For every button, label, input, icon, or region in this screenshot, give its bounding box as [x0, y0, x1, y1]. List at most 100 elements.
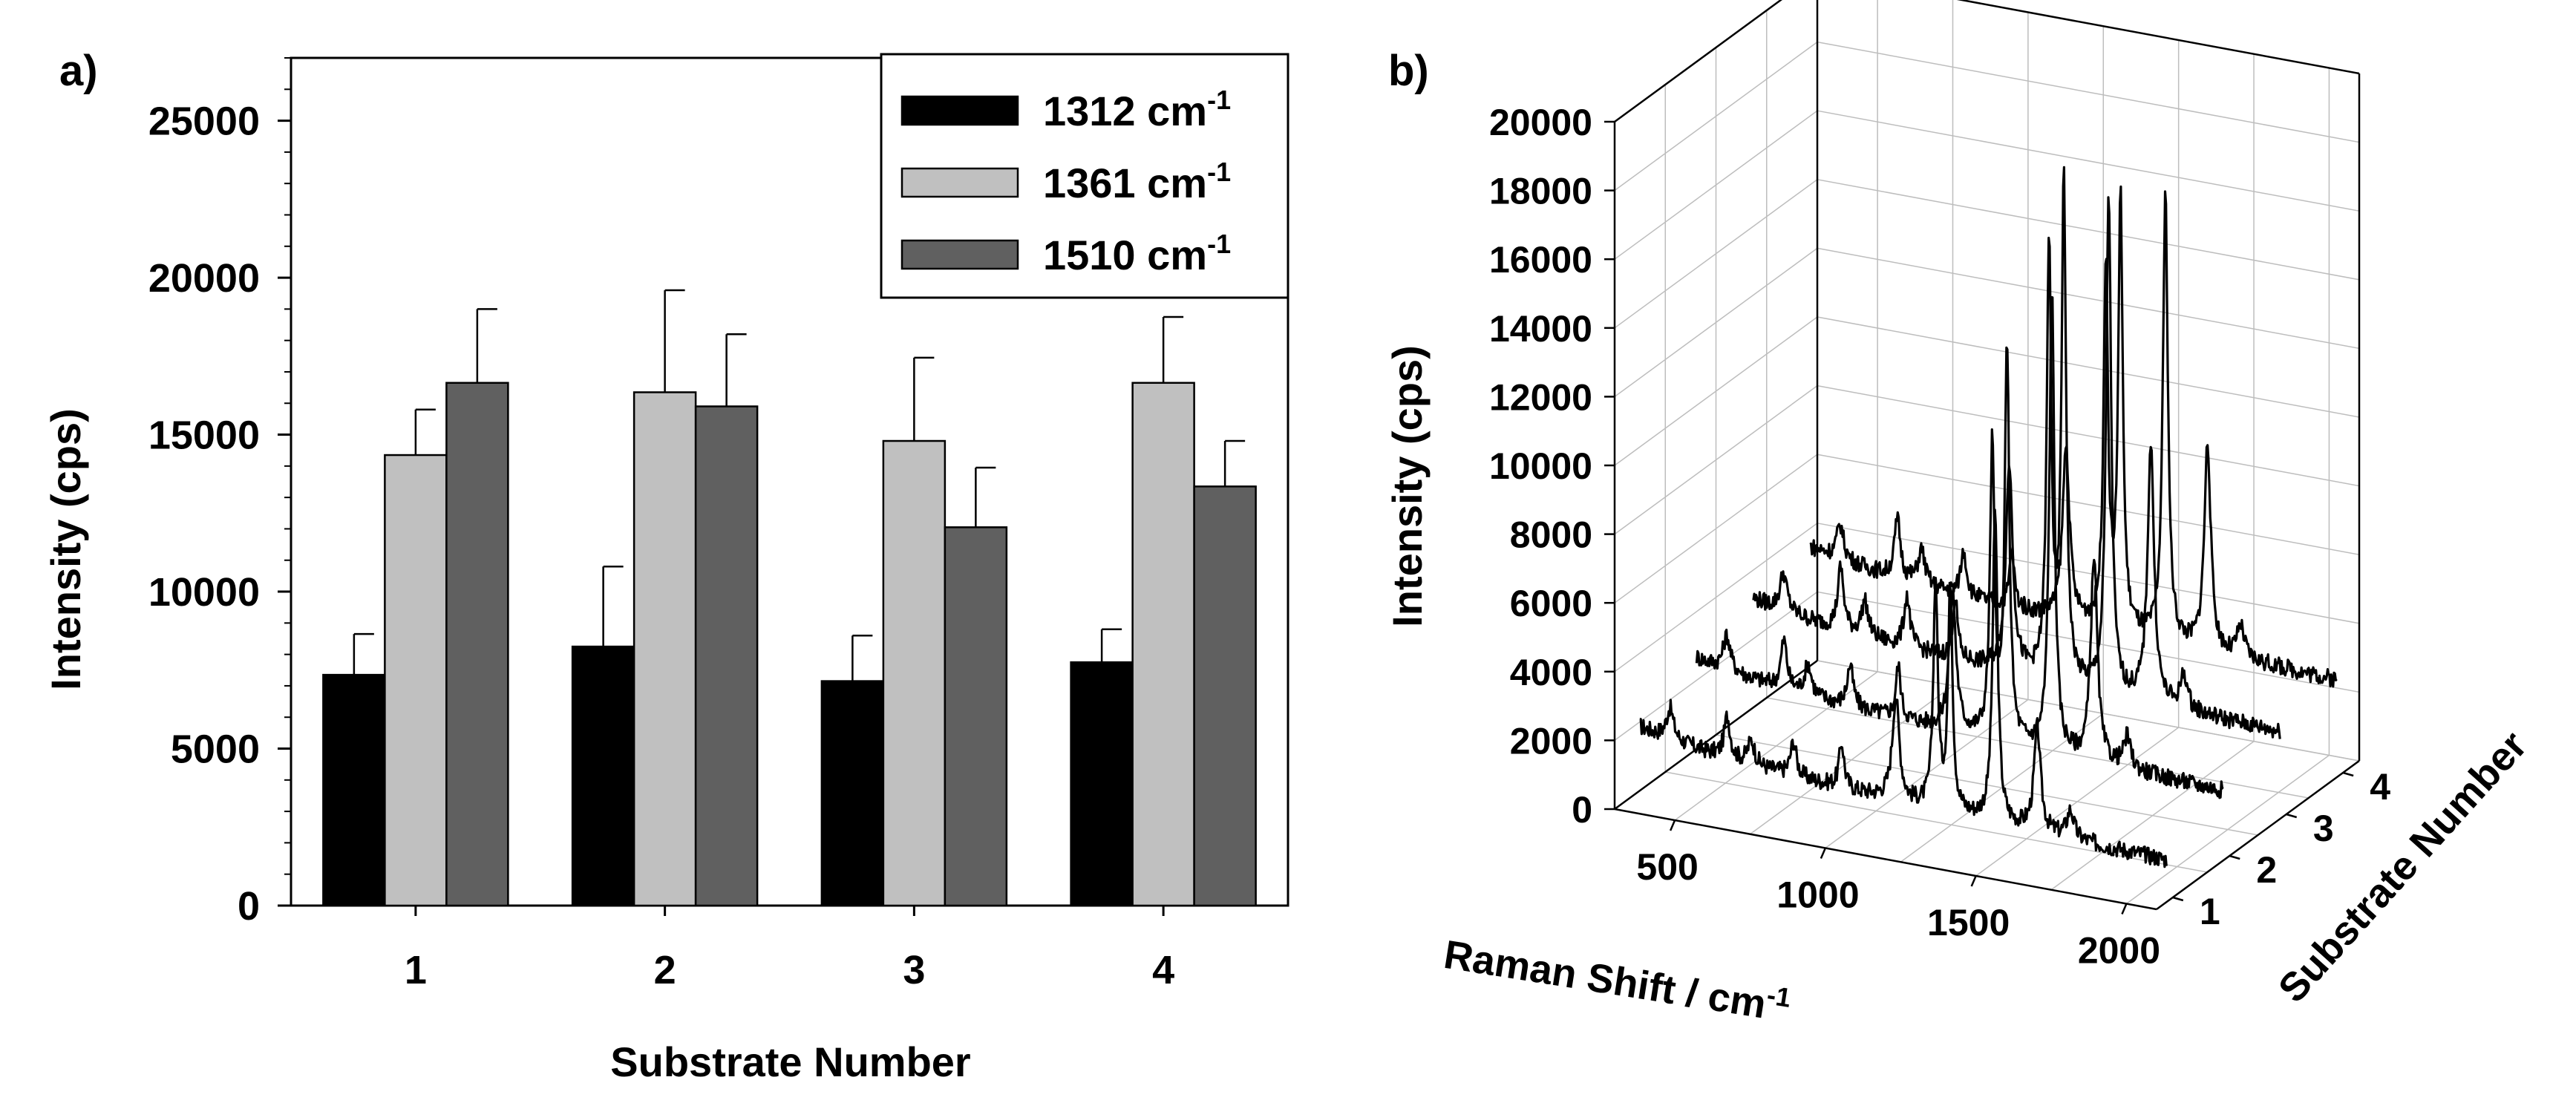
panel-a-x-axis-label: Substrate Number [610, 1038, 970, 1085]
y-tick-label: 0 [238, 884, 260, 929]
y-tick-label: 10000 [148, 570, 260, 615]
x-tick [2121, 903, 2128, 914]
x-tick-label: 1 [405, 948, 427, 992]
spectrum-line-substrate-3 [1752, 166, 2281, 739]
legend-swatch [900, 167, 1019, 198]
y-tick-label: 0 [1572, 789, 1592, 831]
z-tick [2286, 813, 2298, 819]
box-edge [1956, 0, 2360, 75]
box-edge [1614, 808, 2157, 911]
z-tick [2172, 896, 2184, 902]
y-tick-label: 20000 [1489, 102, 1592, 143]
grid-line-back [1817, 385, 2360, 487]
grid-line-floor-depth [1665, 771, 2208, 873]
grid-line-back [1817, 41, 2360, 143]
legend-label-sup: -1 [1207, 85, 1231, 115]
y-tick-label: 2000 [1510, 720, 1592, 762]
panel-b-3d-grid [1613, 0, 2361, 911]
y-tick-label: 14000 [1489, 308, 1592, 350]
legend-label: 1312 cm-1 [1043, 85, 1231, 134]
x-tick-label: 1000 [1776, 874, 1859, 916]
box-edge [1614, 0, 1782, 123]
legend-label-text: 1361 cm [1043, 160, 1207, 206]
x-tick-label: 2 [654, 948, 676, 992]
panel-b-x-axis-label-sup: -1 [1765, 979, 1793, 1013]
grid-line-back [1817, 110, 2360, 212]
panel-a-x-axis-ticks: 1 2 3 4 [405, 906, 1174, 992]
panel-a-bars [322, 289, 1257, 907]
panel-a-y-axis-label: Intensity (cps) [42, 408, 89, 690]
x-tick [1669, 819, 1676, 831]
y-tick-label: 12000 [1489, 376, 1592, 418]
y-tick-label: 18000 [1489, 171, 1592, 212]
z-tick-label: 1 [2200, 891, 2220, 932]
y-tick-label: 15000 [148, 413, 260, 458]
box-edge [1614, 659, 1818, 811]
z-tick-label: 2 [2256, 849, 2277, 891]
x-tick-label: 4 [1152, 948, 1174, 992]
z-tick-label: 4 [2370, 766, 2390, 808]
spectrum-line-substrate-4 [1809, 185, 2338, 688]
panel-b-spectra [1639, 166, 2338, 868]
grid-line-floor-depth [1817, 660, 2360, 762]
panel-a-y-axis-ticks: 0 5000 10000 15000 20000 25000 [148, 57, 291, 929]
panel-b-3d-spectra: b) 0200040006000800010000120001400016000… [1384, 0, 2536, 1031]
bar [1070, 661, 1134, 907]
grid-line-back [1817, 591, 2360, 693]
bar [571, 645, 635, 907]
x-tick [1970, 875, 1977, 887]
z-tick [2229, 854, 2240, 860]
y-tick-label: 25000 [148, 99, 260, 144]
bar [445, 382, 509, 907]
x-tick-label: 3 [903, 948, 925, 992]
bar [1131, 382, 1195, 907]
legend-label: 1361 cm-1 [1043, 157, 1231, 206]
panel-b-y-axis-ticks: 0 2000 4000 6000 8000 10000 12000 14000 16000 180… [1489, 102, 1615, 831]
legend-label-sup: -1 [1207, 229, 1231, 259]
z-tick [2342, 771, 2354, 777]
legend-label-text: 1510 cm [1043, 232, 1207, 278]
y-tick-label: 16000 [1489, 239, 1592, 281]
y-tick-label: 8000 [1510, 514, 1592, 556]
bar [882, 439, 947, 907]
y-tick-label: 6000 [1510, 583, 1592, 624]
panel-a-label: a) [59, 47, 98, 95]
panel-b-x-axis-label: Raman Shift / cm-1 [1441, 929, 1793, 1031]
x-tick-label: 2000 [2078, 930, 2160, 972]
x-tick-label: 1500 [1927, 902, 2010, 943]
bar [384, 454, 448, 907]
panel-b-label: b) [1388, 47, 1429, 95]
panel-a-plot-area [290, 56, 1289, 907]
bar [694, 405, 759, 907]
panel-b-x-axis-ticks: 500 1000 1500 2000 [1636, 819, 2160, 972]
bar [322, 673, 386, 907]
panel-a-bar-chart: a) 0 5000 10000 15000 20000 25000 1 2 3 4 Substr… [42, 47, 1289, 1085]
grid-line-back [1958, 0, 2360, 74]
y-tick-label: 20000 [148, 256, 260, 301]
box-edge [2156, 759, 2360, 911]
panel-b-y-axis-label: Intensity (cps) [1384, 345, 1431, 627]
legend-label: 1510 cm-1 [1043, 229, 1231, 278]
x-tick [1820, 848, 1827, 859]
spectrum-line-substrate-2 [1695, 295, 2224, 799]
x-tick-label: 500 [1636, 846, 1698, 888]
grid-line-back [1817, 523, 2360, 624]
grid-line-floor-depth [1766, 697, 2309, 799]
grid-line-back [1817, 316, 2360, 418]
legend-label-text: 1312 cm [1043, 88, 1207, 134]
y-tick-label: 10000 [1489, 445, 1592, 487]
legend-label-sup: -1 [1207, 157, 1231, 187]
bar [1193, 485, 1257, 907]
bar [944, 526, 1008, 907]
z-tick-label: 3 [2313, 808, 2334, 849]
bar [632, 391, 697, 907]
grid-line-back [1817, 179, 2360, 281]
panel-a-plot-frame [290, 56, 1289, 907]
y-tick-label: 5000 [171, 727, 260, 772]
bar [820, 680, 885, 907]
spectrum-line-substrate-1 [1639, 508, 2168, 868]
grid-line-back [1817, 454, 2360, 555]
